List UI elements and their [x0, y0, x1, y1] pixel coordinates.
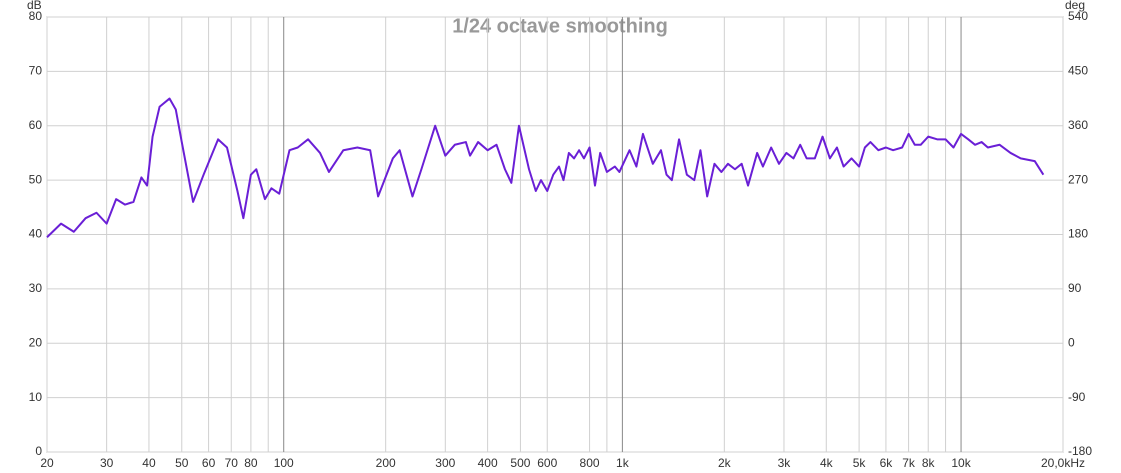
- x-tick-label: 80: [244, 456, 258, 470]
- x-tick-label: 50: [175, 456, 189, 470]
- x-tick-label: 600: [537, 456, 557, 470]
- y-tick-label: 30: [29, 281, 43, 295]
- x-tick-label: 500: [510, 456, 530, 470]
- x-tick-label: 20: [40, 456, 54, 470]
- y-tick-label: 60: [29, 118, 43, 132]
- y2-tick-label: -90: [1068, 390, 1086, 404]
- x-tick-label: 7k: [902, 456, 916, 470]
- x-tick-label: 20,0kHz: [1041, 456, 1085, 470]
- y-tick-label: 20: [29, 335, 43, 349]
- y-tick-label: 70: [29, 64, 43, 78]
- x-tick-label: 2k: [718, 456, 732, 470]
- x-tick-label: 8k: [922, 456, 936, 470]
- y2-axis-label: deg: [1065, 0, 1085, 12]
- x-tick-label: 6k: [880, 456, 894, 470]
- y2-tick-label: 360: [1068, 118, 1088, 132]
- y2-tick-label: 270: [1068, 172, 1088, 186]
- x-tick-label: 3k: [778, 456, 792, 470]
- x-tick-label: 10k: [951, 456, 971, 470]
- y-tick-label: 50: [29, 172, 43, 186]
- x-tick-label: 40: [142, 456, 156, 470]
- y2-tick-label: -180: [1068, 444, 1092, 458]
- x-tick-label: 800: [580, 456, 600, 470]
- x-tick-label: 4k: [820, 456, 834, 470]
- y2-tick-label: 0: [1068, 335, 1075, 349]
- x-tick-label: 30: [100, 456, 114, 470]
- x-tick-label: 5k: [853, 456, 867, 470]
- x-tick-label: 70: [225, 456, 239, 470]
- x-tick-label: 300: [435, 456, 455, 470]
- y-axis-label: dB: [27, 0, 42, 12]
- y-tick-label: 0: [35, 444, 42, 458]
- x-tick-label: 200: [376, 456, 396, 470]
- x-tick-label: 1k: [616, 456, 630, 470]
- x-tick-label: 100: [274, 456, 294, 470]
- y-tick-label: 40: [29, 227, 43, 241]
- response-line: [46, 97, 1045, 238]
- x-tick-label: 400: [478, 456, 498, 470]
- y2-tick-label: 450: [1068, 64, 1088, 78]
- chart-title: 1/24 octave smoothing: [452, 15, 668, 37]
- y2-tick-label: 180: [1068, 227, 1088, 241]
- y-tick-label: 80: [29, 9, 43, 23]
- x-tick-label: 60: [202, 456, 216, 470]
- y2-tick-label: 90: [1068, 281, 1082, 295]
- y2-tick-label: 540: [1068, 9, 1088, 23]
- y-tick-label: 10: [29, 390, 43, 404]
